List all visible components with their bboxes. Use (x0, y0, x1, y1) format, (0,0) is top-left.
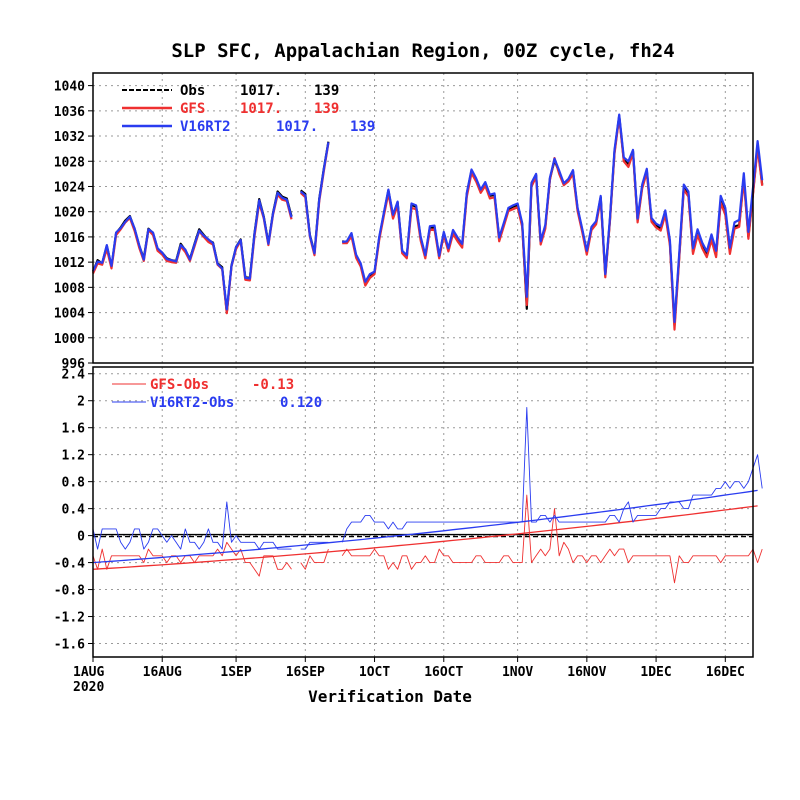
x-tick-label: 1SEP (220, 665, 251, 680)
x-axis: 1AUG 16AUG 1SEP 16SEP 1OCT 16OCT 1NOV 16NOV 1DEC… (73, 657, 745, 695)
diff-ytick-label: 1.2 (62, 449, 85, 464)
slp-ytick-label: 1000 (54, 332, 85, 347)
legend-label: GFS-Obs (150, 377, 209, 393)
diff-ytick-label: 0.8 (62, 476, 86, 491)
x-tick-label: 16OCT (424, 665, 463, 680)
series-line-gfs-obs (92, 494, 763, 584)
slp-ytick-label: 1028 (54, 155, 85, 170)
diff-ytick-label: 0 (77, 530, 85, 545)
slp-ytick-label: 1032 (54, 130, 85, 145)
x-tick-label: 1DEC (640, 665, 671, 680)
legend-value: 1017. (240, 83, 282, 99)
slp-panel: 996 1000 1004 1008 1012 1016 1020 1024 1028 1032 1… (54, 72, 764, 372)
legend-label: Obs (180, 83, 205, 99)
slp-ytick-label: 1040 (54, 80, 85, 95)
legend-label: V16RT2-Obs (150, 395, 234, 411)
series-line-v16rt2 (92, 113, 764, 324)
legend-value: -0.13 (252, 377, 294, 393)
legend-value: 0.120 (280, 395, 322, 411)
slp-ytick-label: 996 (62, 357, 86, 372)
legend-count: 139 (314, 83, 339, 99)
slp-frame (92, 72, 754, 364)
diff-ytick-label: 1.6 (62, 422, 86, 437)
diff-ytick-label: 0.4 (62, 503, 86, 518)
slp-ytick-label: 1036 (54, 105, 85, 120)
slp-ytick-label: 1024 (54, 180, 85, 195)
slp-ytick-label: 1020 (54, 206, 85, 221)
x-tick-label: 16DEC (706, 665, 745, 680)
diff-frame (92, 366, 754, 658)
legend-label: V16RT2 (180, 119, 231, 135)
x-tick-label: 16NOV (567, 665, 606, 680)
x-tick-label: 1OCT (359, 665, 390, 680)
x-axis-label: Verification Date (308, 687, 472, 706)
x-tick-label: 1NOV (502, 665, 533, 680)
slp-ytick-label: 1004 (54, 307, 85, 322)
diff-ytick-label: -0.8 (54, 584, 85, 599)
legend-count: 139 (314, 101, 339, 117)
legend-count: 139 (350, 119, 375, 135)
slp-ytick-label: 1012 (54, 256, 85, 271)
difference-panel: -1.6 -1.2 -0.8 -0.4 0 0.4 0.8 1.2 1.6 2 2.4 GFS-Obs… (54, 366, 763, 658)
legend-value: 1017. (240, 101, 282, 117)
running-mean-gfs-obs (92, 505, 758, 570)
x-tick-label: 16SEP (286, 665, 325, 680)
diff-ytick-label: -1.2 (54, 611, 85, 626)
diff-ytick-label: -1.6 (54, 638, 85, 653)
diff-ytick-label: 2.4 (62, 368, 86, 383)
legend-value: 1017. (276, 119, 318, 135)
legend-label: GFS (180, 101, 205, 117)
x-tick-year: 2020 (73, 680, 104, 695)
diff-ytick-label: -0.4 (54, 557, 85, 572)
series-line-v16rt2-obs (92, 407, 763, 550)
slp-ytick-label: 1016 (54, 231, 85, 246)
x-tick-label: 16AUG (143, 665, 182, 680)
diff-ytick-label: 2 (77, 395, 85, 410)
slp-ytick-label: 1008 (54, 281, 85, 296)
running-mean-v16rt2-obs (92, 489, 758, 564)
chart-title: SLP SFC, Appalachian Region, 00Z cycle, … (171, 40, 674, 62)
x-tick-label: 1AUG (73, 665, 104, 680)
